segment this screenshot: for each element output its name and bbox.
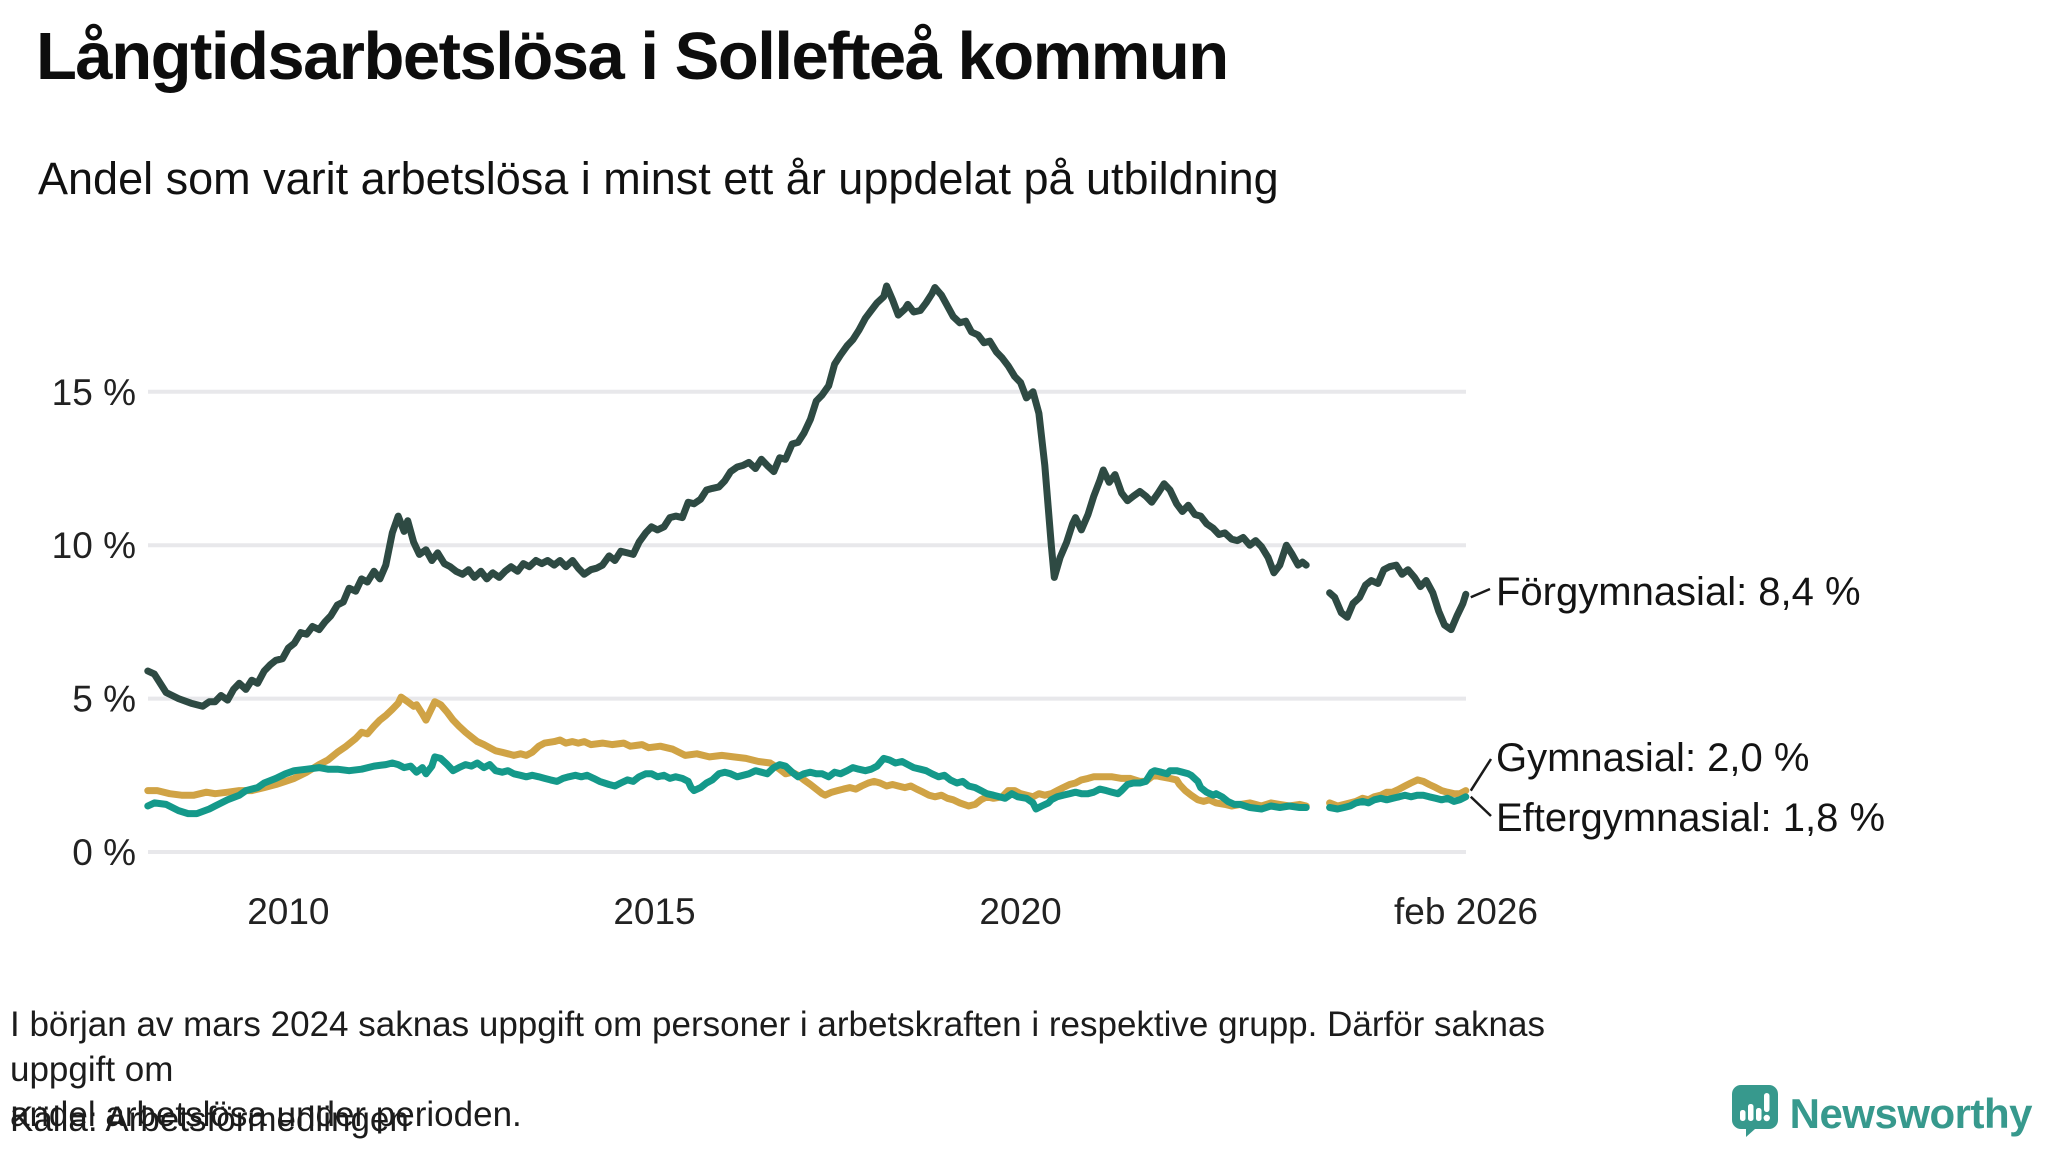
y-tick-label: 0 % [72,832,136,873]
newsworthy-logo: Newsworthy [1731,1085,2033,1142]
chart-subtitle: Andel som varit arbetslösa i minst ett å… [38,153,1279,204]
x-tick-label: 2010 [247,891,329,932]
series-line-eftergymnasial [144,753,1310,818]
series-lines [144,282,1470,818]
x-tick-label: 2015 [613,891,695,932]
chart-footnote: I början av mars 2024 saknas uppgift om … [10,1002,1570,1137]
newsworthy-bubble-chart-icon [1731,1085,1778,1142]
series-annotation-gymnasial: Gymnasial: 2,0 % [1496,736,1810,780]
series-annotation-forgymnasial: Förgymnasial: 8,4 % [1496,570,1861,614]
y-tick-label: 15 % [52,372,136,413]
series-line-eftergymnasial [1326,791,1470,813]
annotation-leader [1469,758,1493,792]
series-line-gymnasial [144,693,1310,810]
y-axis: 0 % 5 % 10 % 15 % [52,372,136,873]
x-axis: 2010 2015 2020 feb 2026 [247,891,1538,932]
series-line-förgymnasial [1326,561,1470,634]
source-text: Källa: Arbetsförmedlingen [10,1100,409,1139]
y-tick-label: 5 % [72,679,136,720]
newsworthy-wordmark: Newsworthy [1789,1089,2033,1137]
footnote-line-2: andel arbetslösa under perioden. [10,1095,522,1134]
page-title: Långtidsarbetslösa i Sollefteå kommun [36,19,1229,94]
annotation-leader [1469,795,1492,817]
x-tick-label: 2020 [979,891,1061,932]
annotation-leader-lines [1469,587,1493,817]
series-annotation-eftergymnasial: Eftergymnasial: 1,8 % [1496,796,1886,840]
footnote-line-1: I början av mars 2024 saknas uppgift om … [10,1005,1545,1089]
series-line-förgymnasial [144,282,1310,710]
y-tick-label: 10 % [52,525,136,566]
x-tick-label: feb 2026 [1394,891,1538,932]
annotation-leader [1470,587,1491,599]
